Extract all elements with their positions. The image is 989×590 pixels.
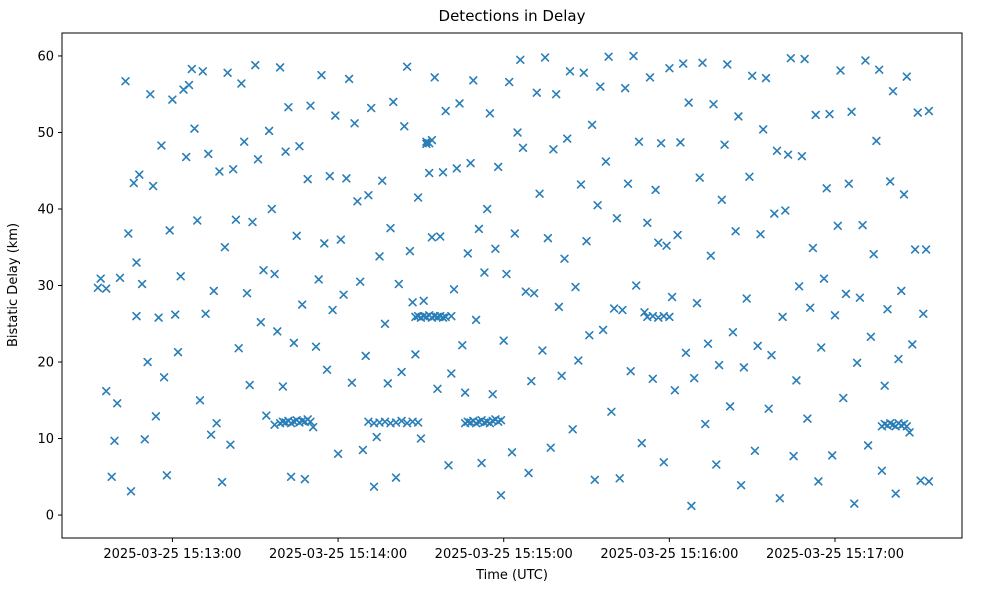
y-axis-ticks: 0 10 20 30 40 50 60 xyxy=(37,49,62,524)
y-tick-label: 40 xyxy=(37,202,54,217)
y-tick-label: 60 xyxy=(37,49,54,64)
x-axis-label: Time (UTC) xyxy=(475,568,548,583)
data-points xyxy=(93,51,934,511)
y-tick-label: 50 xyxy=(37,126,54,141)
x-tick-label: 2025-03-25 15:15:00 xyxy=(435,547,573,562)
axes-background xyxy=(62,33,962,538)
chart-title: Detections in Delay xyxy=(439,7,586,25)
y-tick-label: 30 xyxy=(37,279,54,294)
x-tick-label: 2025-03-25 15:17:00 xyxy=(766,547,904,562)
x-tick-label: 2025-03-25 15:13:00 xyxy=(103,547,241,562)
x-tick-label: 2025-03-25 15:14:00 xyxy=(269,547,407,562)
y-tick-label: 0 xyxy=(46,509,54,524)
y-axis-label: Bistatic Delay (km) xyxy=(6,223,21,347)
scatter-markers xyxy=(93,51,934,511)
x-tick-label: 2025-03-25 15:16:00 xyxy=(600,547,738,562)
y-tick-label: 20 xyxy=(37,356,54,371)
y-tick-label: 10 xyxy=(37,432,54,447)
x-axis-ticks: 2025-03-25 15:13:00 2025-03-25 15:14:00 20… xyxy=(103,538,904,562)
